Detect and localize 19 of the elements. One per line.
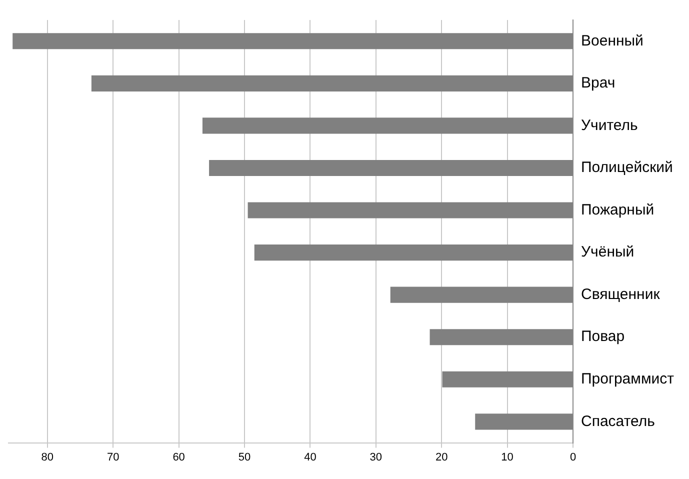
x-tick-label: 40 [304, 451, 316, 464]
x-tick-label: 50 [238, 451, 251, 464]
y-tick-label: Программист [581, 370, 674, 388]
y-tick-label: Повар [581, 328, 625, 346]
x-tick-label: 60 [172, 451, 185, 464]
x-tick-label: 30 [370, 451, 382, 464]
x-tick-label: 0 [570, 451, 576, 464]
x-tick-label: 10 [501, 451, 514, 464]
y-tick-label: Врач [581, 74, 616, 92]
x-tick-label: 70 [106, 451, 120, 464]
x-tick-label: 20 [435, 451, 448, 464]
y-tick-label: Военный [581, 32, 644, 50]
y-tick-label: Пожарный [581, 201, 654, 218]
y-tick-label: Священник [581, 286, 660, 303]
x-tick-label: 80 [41, 451, 54, 464]
y-tick-label: Учитель [581, 116, 638, 134]
y-tick-label: Спасатель [581, 412, 656, 430]
y-tick-label: Учёный [581, 244, 634, 261]
y-tick-label: Полицейский [581, 159, 673, 176]
